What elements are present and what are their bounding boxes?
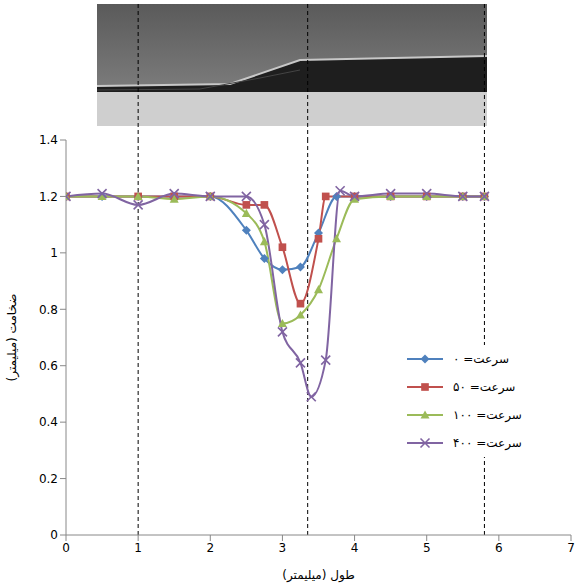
svg-text:3: 3 [279,541,287,555]
html-text:سرعت= ۵۰: سرعت= ۵۰ [453,380,516,394]
svg-text:طول (میلیمتر): طول (میلیمتر) [282,568,354,583]
svg-text:ضخامت (میلیمتر): ضخامت (میلیمتر) [5,294,20,382]
html-text:سرعت= ۰: سرعت= ۰ [453,352,509,366]
svg-text:0.4: 0.4 [39,415,58,429]
svg-text:6: 6 [495,541,503,555]
svg-text:7: 7 [567,541,575,555]
svg-text:0.8: 0.8 [39,303,58,317]
svg-text:0: 0 [62,541,70,555]
svg-text:0: 0 [50,528,58,542]
svg-text:0.2: 0.2 [39,472,58,486]
svg-text:2: 2 [206,541,214,555]
svg-text:1.4: 1.4 [39,133,58,147]
html-text:سرعت= ۴۰۰: سرعت= ۴۰۰ [453,436,522,450]
html-text:سرعت= ۱۰۰: سرعت= ۱۰۰ [453,408,522,422]
svg-text:4: 4 [351,541,359,555]
svg-text:1.2: 1.2 [39,190,58,204]
svg-text:1: 1 [50,246,58,260]
svg-text:5: 5 [423,541,431,555]
svg-text:1: 1 [134,541,142,555]
svg-text:0.6: 0.6 [39,359,58,373]
